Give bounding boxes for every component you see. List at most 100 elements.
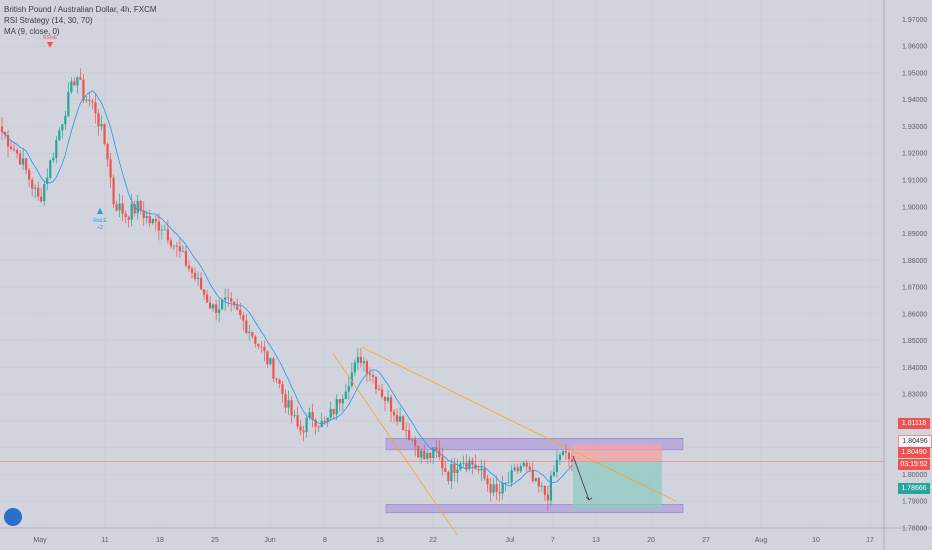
y-tick-label: 1.86000	[902, 311, 927, 318]
candle-body	[495, 484, 498, 492]
y-tick-label: 1.90000	[902, 204, 927, 211]
candle-body	[432, 447, 435, 459]
candle-body	[224, 297, 227, 301]
candle-body	[278, 379, 281, 384]
x-tick-label: 7	[551, 537, 555, 544]
candle-body	[405, 430, 408, 431]
candle-body	[70, 81, 73, 92]
x-tick-label: 22	[429, 537, 437, 544]
sell-signal-label: RSIsE	[43, 35, 58, 41]
candle-body	[453, 464, 456, 474]
candle-body	[510, 470, 513, 483]
candle-body	[398, 416, 402, 422]
x-tick-label: 13	[592, 537, 600, 544]
candle-body	[106, 143, 109, 160]
candle-body	[531, 469, 534, 481]
candle-body	[332, 409, 335, 415]
candle-body	[374, 376, 378, 389]
candle-body	[61, 124, 64, 131]
chart-legend: British Pound / Australian Dollar, 4h, F…	[4, 4, 157, 37]
symbol-title[interactable]: British Pound / Australian Dollar, 4h, F…	[4, 5, 157, 14]
candle-body	[344, 391, 347, 399]
candle-body	[181, 250, 185, 252]
candle-body	[408, 430, 411, 441]
candle-body	[450, 464, 453, 481]
candle-body	[64, 115, 67, 125]
resistance-range-box	[385, 438, 684, 451]
candle-body	[148, 216, 151, 224]
candle-body	[133, 204, 136, 214]
y-tick-label: 1.88000	[902, 258, 927, 265]
strategy-label[interactable]: RSI Strategy (14, 30, 70)	[4, 16, 93, 25]
candle-body	[498, 491, 501, 494]
candle-body	[426, 452, 429, 459]
x-tick-label: May	[33, 537, 47, 544]
candle-body	[486, 478, 489, 485]
candle-body	[293, 415, 296, 416]
candle-body	[187, 265, 191, 269]
candle-body	[46, 177, 49, 184]
candle-body	[242, 315, 245, 321]
candle-body	[22, 158, 25, 165]
candle-body	[411, 439, 414, 441]
y-tick-label: 1.78000	[902, 526, 927, 533]
candle-body	[76, 77, 79, 86]
candle-body	[139, 200, 142, 211]
candle-body	[248, 332, 251, 333]
candle-body	[317, 426, 320, 428]
candle-body	[414, 439, 417, 446]
candle-body	[546, 494, 549, 501]
x-tick-label: 8	[323, 537, 327, 544]
candle-body	[462, 462, 465, 464]
buy-signal-sub: +2	[97, 225, 103, 231]
y-tick-label: 1.97000	[902, 17, 927, 24]
candle-body	[193, 272, 197, 279]
candle-body	[377, 388, 381, 390]
candle-body	[154, 219, 157, 222]
candle-body	[239, 309, 242, 316]
candle-body	[420, 450, 423, 458]
candle-body	[287, 400, 290, 408]
candle-body	[480, 468, 483, 471]
candle-body	[492, 484, 495, 493]
candle-body	[392, 411, 396, 416]
candle-body	[49, 160, 52, 178]
candle-body	[172, 245, 176, 247]
ma-line	[1, 90, 573, 487]
candle-body	[311, 412, 314, 421]
candle-body	[199, 277, 203, 290]
candles	[0, 68, 574, 511]
ma-label[interactable]: MA (9, close, 0)	[4, 27, 60, 36]
stop-loss-zone	[573, 444, 662, 462]
candle-body	[371, 375, 375, 377]
candle-body	[561, 451, 565, 456]
candle-body	[215, 304, 218, 313]
candle-body	[169, 240, 172, 247]
candle-body	[205, 294, 209, 303]
candle-body	[9, 146, 13, 149]
candle-body	[212, 304, 215, 309]
y-tick-label: 1.87000	[902, 285, 927, 292]
candle-body	[314, 420, 317, 427]
buy-signal-arrow-icon	[97, 208, 103, 214]
x-tick-label: 27	[702, 537, 710, 544]
tradingview-logo-icon[interactable]	[4, 508, 22, 526]
candle-body	[178, 246, 182, 252]
candle-body	[567, 452, 571, 460]
candle-body	[88, 99, 91, 102]
candle-body	[329, 409, 332, 418]
candle-body	[130, 204, 133, 220]
take-profit-zone	[573, 461, 662, 511]
moving-average	[1, 90, 573, 487]
candle-body	[0, 126, 4, 132]
candle-body	[402, 416, 405, 431]
candle-body	[190, 268, 194, 273]
candle-body	[522, 462, 525, 467]
candle-body	[423, 450, 426, 459]
y-tick-label: 1.94000	[902, 97, 927, 104]
candle-body	[435, 447, 438, 451]
candle-body	[100, 124, 103, 127]
